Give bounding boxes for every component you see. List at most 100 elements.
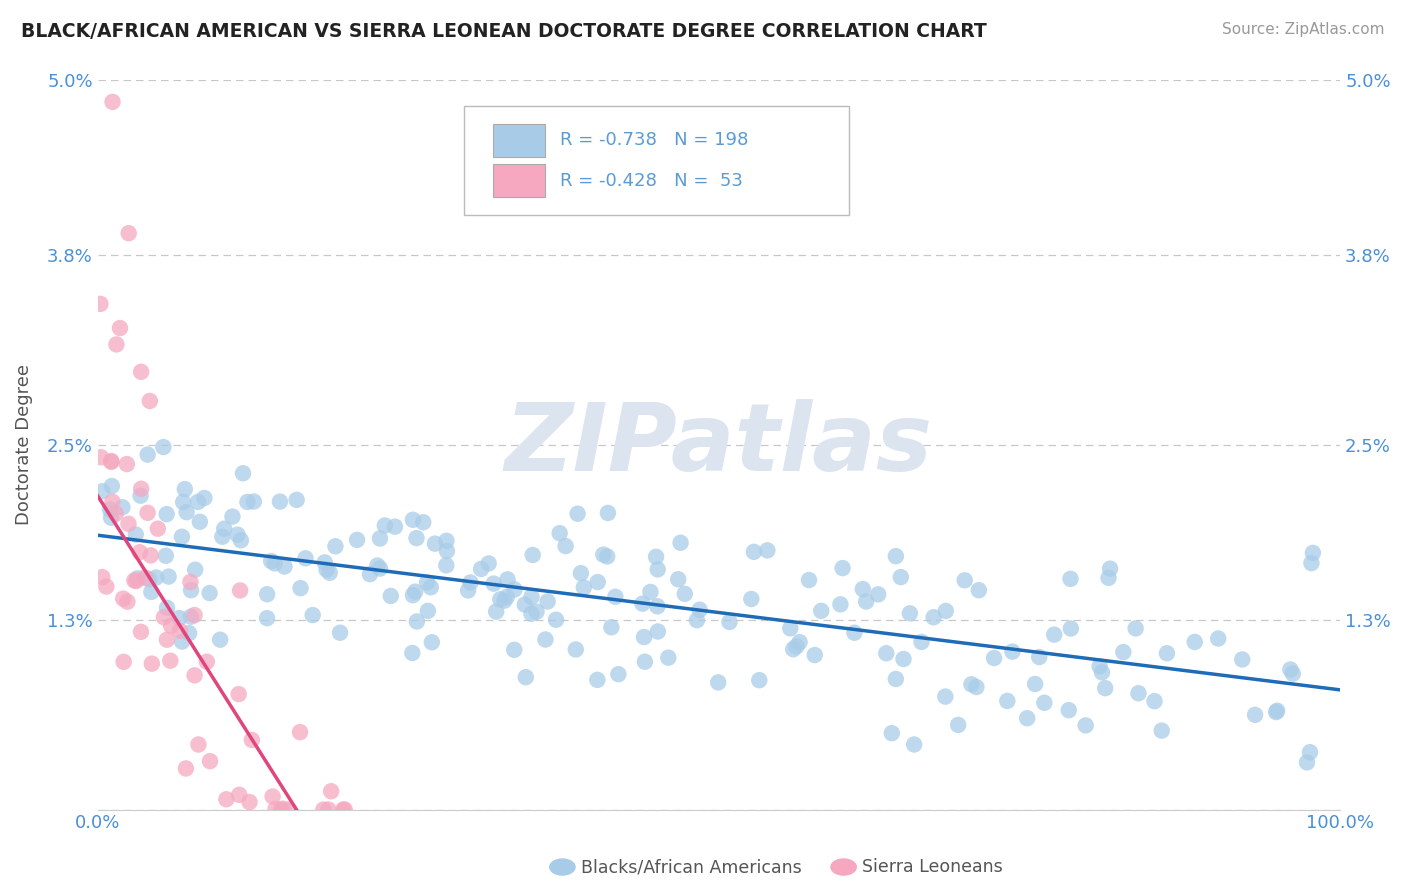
Y-axis label: Doctorate Degree: Doctorate Degree [15, 364, 32, 525]
Point [211, 530, 233, 544]
Point [91, 484, 114, 499]
Point [333, 803, 356, 817]
Point [852, 582, 875, 596]
Point [633, 630, 655, 644]
Point [290, 581, 312, 595]
Point [830, 598, 852, 612]
Point [277, 803, 299, 817]
Point [1017, 711, 1039, 725]
Point [115, 457, 138, 471]
Point [983, 651, 1005, 665]
Point [707, 675, 730, 690]
Point [786, 640, 808, 654]
Point [689, 603, 711, 617]
Point [125, 574, 148, 588]
Point [647, 624, 669, 639]
Point [485, 605, 508, 619]
Point [170, 634, 193, 648]
Point [496, 573, 519, 587]
Point [271, 802, 294, 816]
Point [434, 558, 457, 573]
Point [457, 583, 479, 598]
Point [868, 587, 890, 601]
Point [366, 558, 388, 573]
Point [243, 494, 266, 508]
Point [129, 624, 152, 639]
Point [948, 718, 970, 732]
Point [810, 604, 832, 618]
Point [228, 788, 250, 802]
Point [117, 594, 139, 608]
Point [256, 611, 278, 625]
Point [215, 792, 238, 806]
Point [569, 566, 592, 581]
Point [260, 554, 283, 568]
Point [935, 604, 957, 618]
Point [187, 495, 209, 509]
Point [607, 667, 630, 681]
Point [875, 646, 897, 660]
Point [129, 482, 152, 496]
Point [1302, 546, 1324, 560]
Point [494, 593, 516, 607]
FancyBboxPatch shape [492, 164, 546, 197]
Point [155, 549, 177, 563]
Point [156, 632, 179, 647]
Point [910, 635, 932, 649]
Point [898, 607, 921, 621]
Point [640, 585, 662, 599]
Point [228, 687, 250, 701]
Point [112, 591, 135, 606]
Point [226, 527, 249, 541]
Point [240, 733, 263, 747]
Point [188, 515, 211, 529]
Point [1097, 571, 1119, 585]
Point [592, 548, 614, 562]
Point [89, 297, 111, 311]
Point [198, 586, 221, 600]
Point [1033, 696, 1056, 710]
Point [318, 803, 340, 817]
Point [405, 531, 427, 545]
Point [139, 394, 162, 409]
Point [156, 600, 179, 615]
Point [129, 489, 152, 503]
Point [1244, 707, 1267, 722]
Point [1279, 663, 1302, 677]
Point [187, 738, 209, 752]
Point [173, 482, 195, 496]
Point [111, 500, 134, 515]
Point [1043, 627, 1066, 641]
Point [922, 610, 945, 624]
Point [520, 590, 543, 604]
Point [101, 479, 124, 493]
Point [634, 655, 657, 669]
Point [105, 337, 128, 351]
Point [104, 507, 127, 521]
Point [325, 539, 347, 553]
Point [160, 619, 183, 633]
Point [756, 543, 779, 558]
Point [108, 321, 131, 335]
Point [195, 655, 218, 669]
Point [647, 562, 669, 576]
Point [831, 561, 853, 575]
Point [100, 454, 122, 468]
Point [844, 625, 866, 640]
Point [112, 655, 135, 669]
Point [156, 507, 179, 521]
Point [1301, 556, 1323, 570]
Point [522, 548, 544, 562]
Point [374, 518, 396, 533]
Point [179, 574, 201, 589]
Point [285, 492, 308, 507]
Point [960, 677, 983, 691]
Point [669, 535, 692, 549]
Point [312, 803, 335, 817]
Point [269, 494, 291, 508]
Point [153, 610, 176, 624]
Point [90, 450, 112, 465]
Point [742, 545, 765, 559]
Point [401, 646, 423, 660]
Point [1088, 659, 1111, 673]
